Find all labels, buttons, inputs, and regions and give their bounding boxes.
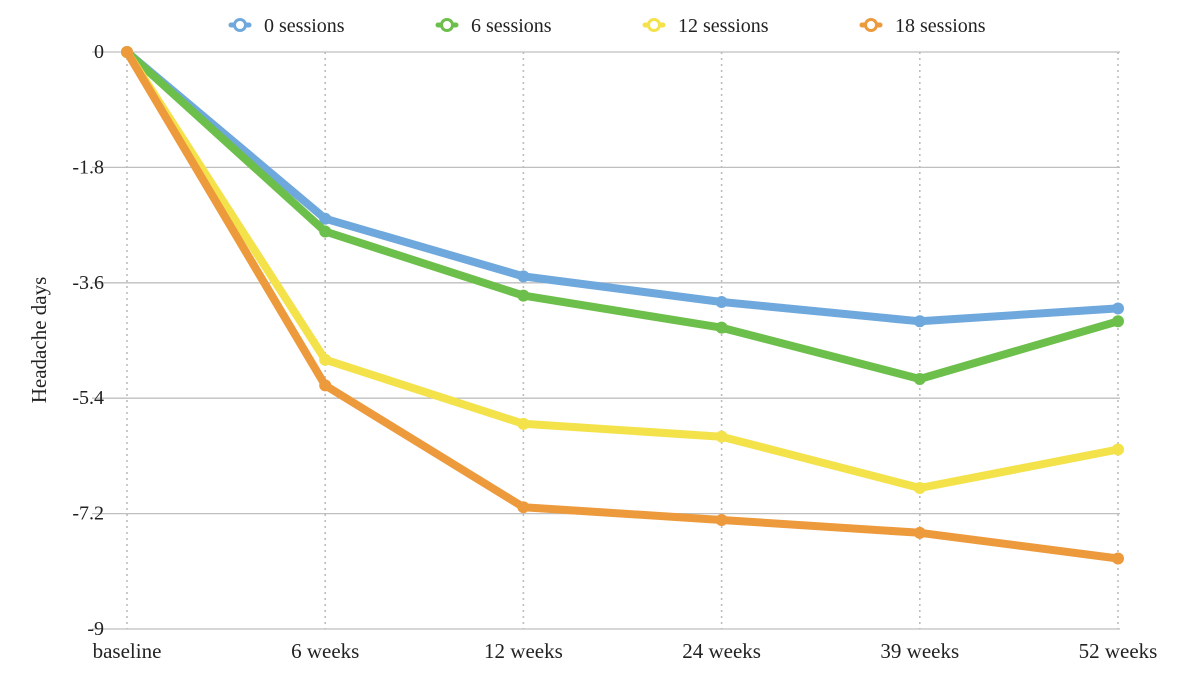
legend-label: 0 sessions: [264, 15, 345, 37]
legend-item: 0 sessions: [228, 15, 345, 37]
series-line: [123, 48, 1122, 563]
data-point: [715, 321, 728, 334]
data-point: [517, 289, 530, 302]
series-18-sessions: [121, 46, 1124, 565]
data-point: [121, 46, 133, 58]
legend-item: 6 sessions: [435, 15, 552, 37]
y-tick-label: -9: [87, 618, 104, 640]
series-6-sessions: [121, 46, 1124, 385]
y-tick-label: -1.8: [72, 156, 104, 178]
series-line: [123, 48, 1122, 326]
data-point: [715, 430, 728, 443]
data-point: [1112, 315, 1124, 328]
data-point: [1112, 552, 1124, 565]
legend-marker-icon: [647, 18, 661, 32]
y-axis-ticks: 0 -1.8 -3.6 -5.4 -7.2 -9: [72, 41, 104, 640]
series-12-sessions: [121, 46, 1124, 494]
x-axis-ticks: baseline 6 weeks 12 weeks 24 weeks 39 weeks 5…: [93, 639, 1158, 663]
data-point: [517, 501, 530, 514]
legend-marker-icon: [440, 18, 454, 32]
legend-item: 12 sessions: [642, 15, 769, 37]
data-point: [319, 212, 332, 225]
data-point: [1112, 302, 1124, 315]
data-point: [517, 270, 530, 283]
data-point: [517, 417, 530, 430]
data-point: [715, 514, 728, 527]
data-point: [319, 379, 332, 392]
legend-label: 12 sessions: [678, 15, 769, 37]
y-tick-label: -5.4: [72, 387, 104, 409]
data-point: [319, 225, 332, 238]
y-tick-label: -7.2: [72, 503, 104, 525]
x-tick-label: 6 weeks: [291, 639, 359, 663]
y-tick-label: 0: [94, 41, 104, 63]
series-lines: [121, 46, 1124, 565]
x-tick-label: 52 weeks: [1079, 639, 1158, 663]
x-tick-label: baseline: [93, 639, 162, 663]
legend-marker-icon: [864, 18, 878, 32]
y-tick-label: -3.6: [72, 272, 104, 294]
x-tick-label: 12 weeks: [484, 639, 563, 663]
legend: 0 sessions 6 sessions 12 sessions 18 sessio…: [228, 15, 986, 37]
legend-marker-icon: [233, 18, 247, 32]
data-point: [913, 481, 926, 494]
y-axis-label: Headache days: [27, 277, 51, 404]
data-point: [913, 526, 926, 539]
data-point: [715, 296, 728, 309]
x-tick-label: 24 weeks: [682, 639, 761, 663]
x-tick-label: 39 weeks: [880, 639, 959, 663]
legend-item: 18 sessions: [859, 15, 986, 37]
legend-label: 6 sessions: [471, 15, 552, 37]
data-point: [913, 315, 926, 328]
series-line: [123, 48, 1122, 492]
data-point: [913, 372, 926, 385]
data-point: [1112, 443, 1124, 456]
legend-label: 18 sessions: [895, 15, 986, 37]
data-point: [319, 353, 332, 366]
series-line: [123, 48, 1122, 383]
